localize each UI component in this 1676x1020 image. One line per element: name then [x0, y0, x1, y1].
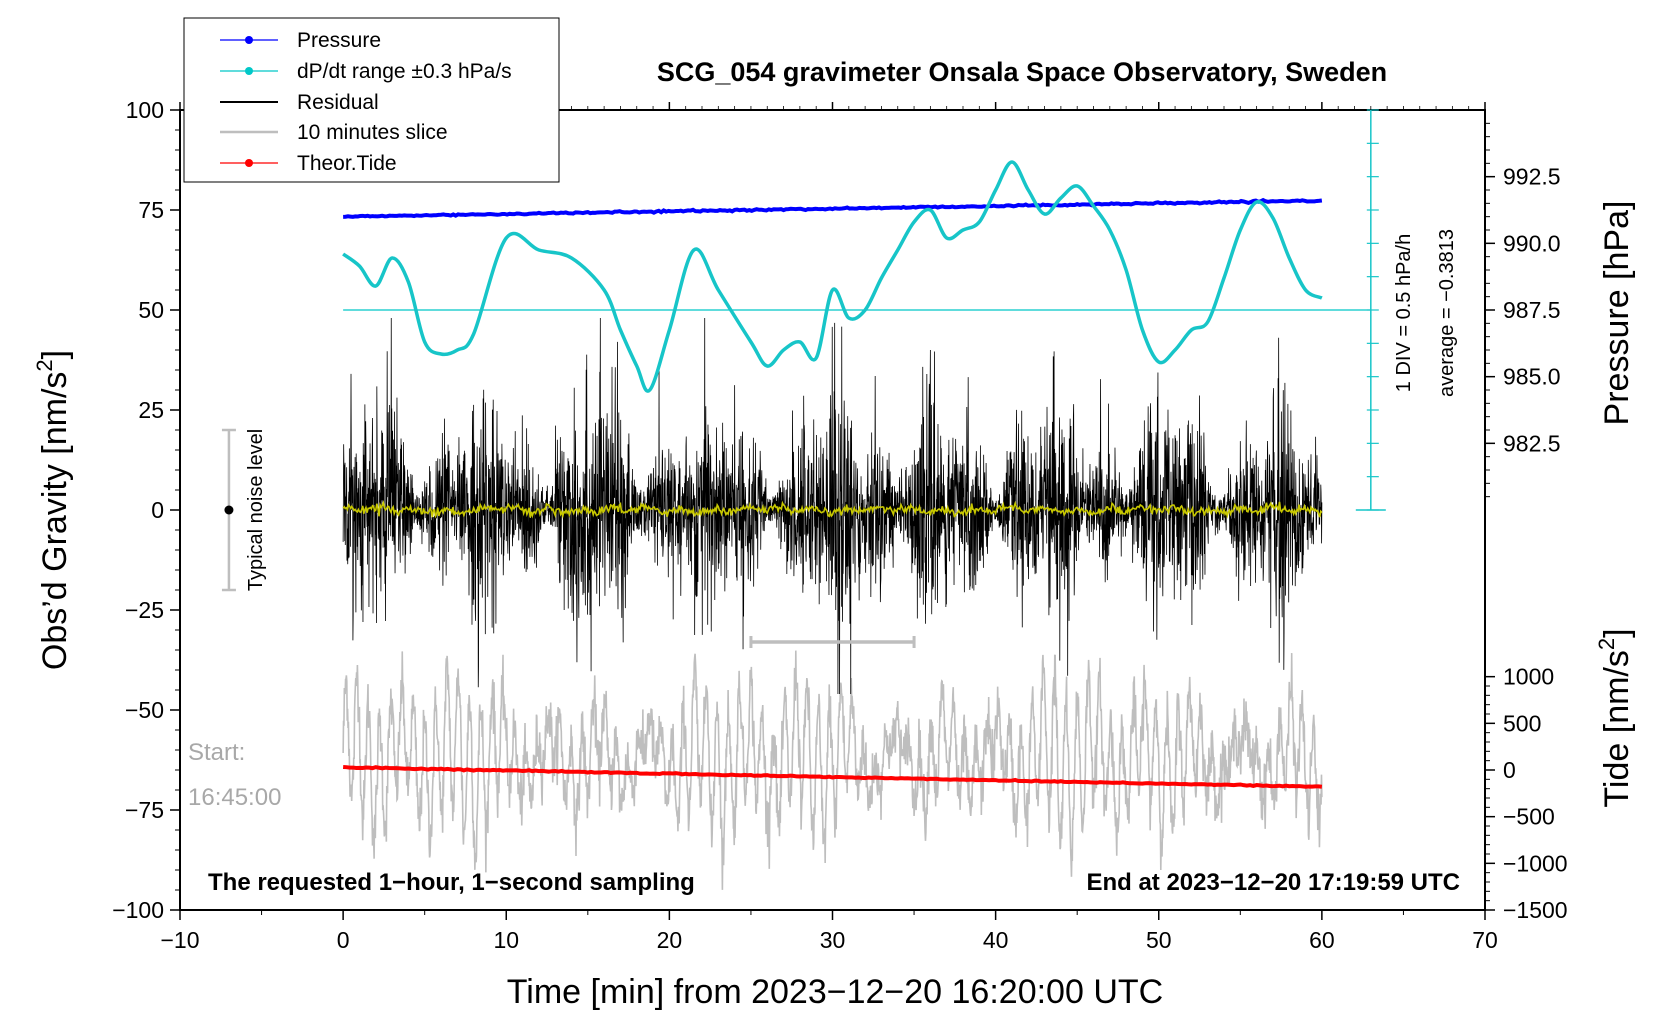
x-axis-title: Time [min] from 2023−12−20 16:20:00 UTC — [507, 973, 1163, 1011]
legend-label-tide: Theor.Tide — [297, 152, 397, 175]
y-tick-label: −25 — [125, 597, 164, 623]
x-tick-label: 10 — [493, 927, 519, 953]
y-tick-label: −100 — [112, 897, 164, 923]
pressure-series — [343, 197, 1323, 219]
start-label: Start: — [188, 739, 245, 766]
legend-marker-pressure — [245, 36, 253, 44]
y-axis-title-tide-main: Tide [nm/s — [1598, 650, 1636, 807]
y-axis-title-tide: Tide [nm/s2] — [1594, 628, 1636, 807]
pressure-tick-label: 982.5 — [1503, 430, 1561, 456]
residual-mean-series — [342, 499, 1323, 519]
x-axis-ticks: −10 0 10 20 30 40 50 60 70 — [160, 102, 1498, 953]
average-label: average = −0.3813 — [1436, 229, 1458, 397]
y-tick-label: −50 — [125, 697, 164, 723]
x-tick-label: 30 — [820, 927, 846, 953]
y-axis-title-pressure: Pressure [hPa] — [1598, 201, 1636, 426]
legend-label-residual: Residual — [297, 91, 379, 114]
tide-tick-label: 1000 — [1503, 664, 1554, 690]
x-tick-label: 20 — [657, 927, 683, 953]
y-tick-label: 50 — [138, 297, 164, 323]
y-tick-label: 25 — [138, 397, 164, 423]
legend-marker-dpdt — [245, 67, 253, 75]
x-tick-label: 70 — [1472, 927, 1498, 953]
legend-entry-residual: Residual — [220, 91, 379, 114]
legend: Pressure dP/dt range ±0.3 hPa/s Residual… — [183, 17, 560, 183]
legend-entry-tide: Theor.Tide — [220, 152, 397, 175]
note-right: End at 2023−12−20 17:19:59 UTC — [1086, 869, 1460, 896]
y-tick-label: 100 — [126, 97, 164, 123]
tide-tick-label: 500 — [1503, 710, 1541, 736]
tide-tick-label: −1500 — [1503, 897, 1568, 923]
note-left: The requested 1−hour, 1−second sampling — [208, 869, 695, 896]
residual-mean-line — [342, 499, 1323, 519]
scale-bar-label: 1 DIV = 0.5 hPa/h — [1393, 234, 1415, 392]
legend-marker-tide — [245, 159, 253, 167]
legend-entry-dpdt: dP/dt range ±0.3 hPa/s — [220, 60, 512, 83]
x-tick-label: 60 — [1309, 927, 1335, 953]
residual-line — [342, 317, 1323, 695]
dpdt-series — [342, 160, 1371, 393]
y-axis-title-tide-end: ] — [1598, 628, 1636, 637]
y-axis-title-tide-sup: 2 — [1594, 638, 1619, 650]
annotations — [221, 109, 1386, 648]
y-axis-title-left-main: Obs’d Gravity [nm/s — [36, 372, 74, 671]
theor-tide-series — [342, 764, 1323, 789]
legend-label-dpdt: dP/dt range ±0.3 hPa/s — [297, 60, 512, 83]
y-tick-label: −75 — [125, 797, 164, 823]
y-tick-label: 0 — [151, 497, 164, 523]
x-tick-label: 0 — [337, 927, 350, 953]
y-axis-title-left: Obs’d Gravity [nm/s2] — [32, 350, 74, 670]
chart-title: SCG_054 gravimeter Onsala Space Observat… — [657, 57, 1387, 87]
start-time-label: 16:45:00 — [188, 784, 281, 811]
y-axis-title-left-sup: 2 — [32, 359, 57, 371]
tide-axis-ticks: 1000 500 0 −500 −1000 −1500 — [1485, 664, 1568, 923]
pressure-tick-label: 990.0 — [1503, 230, 1561, 256]
legend-entry-slice: 10 minutes slice — [220, 121, 448, 144]
legend-box — [183, 17, 560, 183]
slice-series — [342, 650, 1323, 890]
pressure-tick-label: 985.0 — [1503, 364, 1561, 390]
tide-tick-label: −1000 — [1503, 850, 1568, 876]
pressure-line — [343, 197, 1323, 219]
y-tick-label: 75 — [138, 197, 164, 223]
legend-label-pressure: Pressure — [297, 29, 381, 52]
legend-entry-pressure: Pressure — [220, 29, 381, 52]
pressure-tick-label: 992.5 — [1503, 164, 1561, 190]
y-axis-title-left-end: ] — [36, 350, 74, 359]
noise-bar-center — [224, 505, 234, 515]
x-tick-label: 50 — [1146, 927, 1172, 953]
residual-series — [342, 317, 1323, 695]
tide-tick-label: −500 — [1503, 804, 1555, 830]
tide-line — [342, 764, 1323, 789]
x-tick-label: −10 — [160, 927, 199, 953]
x-tick-label: 40 — [983, 927, 1009, 953]
y-axis-ticks: 100 75 50 25 0 −25 −50 −75 −100 — [112, 97, 180, 923]
noise-level-label: Typical noise level — [245, 429, 267, 591]
pressure-axis-ticks: 992.5 990.0 987.5 985.0 982.5 — [1485, 122, 1561, 498]
legend-label-slice: 10 minutes slice — [297, 121, 448, 144]
dpdt-line — [342, 160, 1323, 393]
slice-line — [342, 650, 1323, 890]
tide-tick-label: 0 — [1503, 757, 1516, 783]
pressure-tick-label: 987.5 — [1503, 297, 1561, 323]
